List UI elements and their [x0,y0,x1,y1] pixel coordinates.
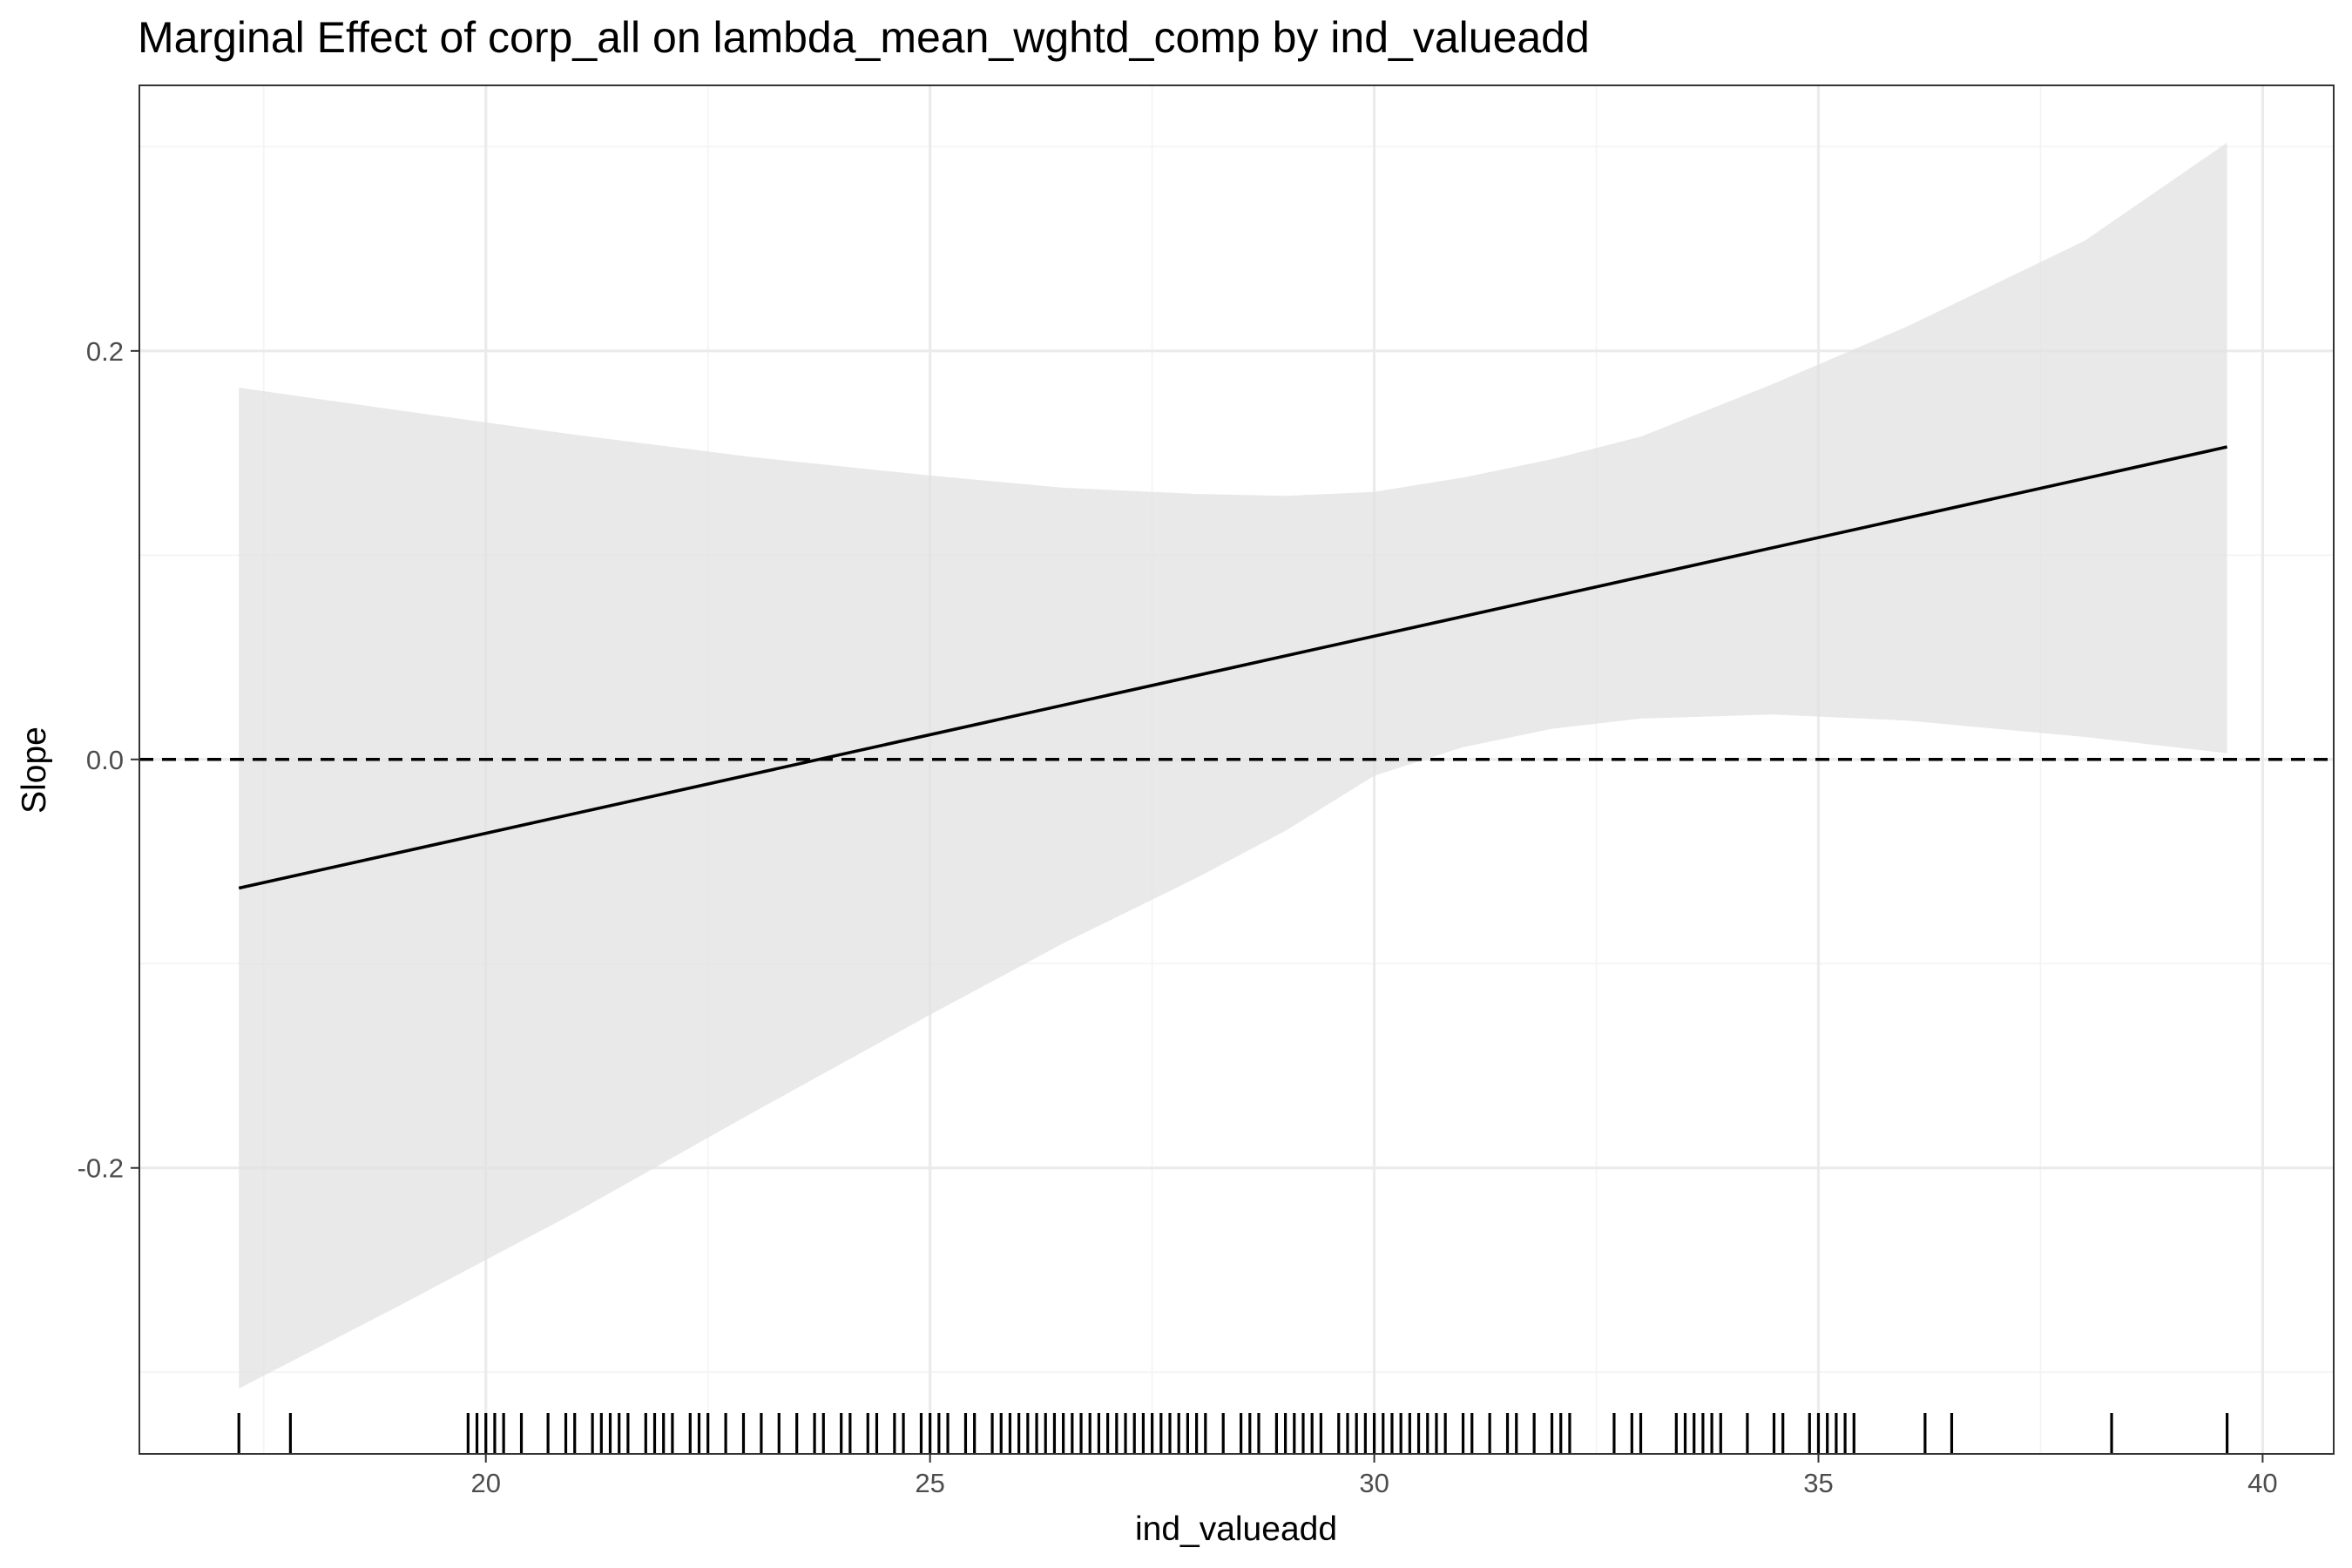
x-tick-label: 20 [470,1468,500,1498]
x-axis-ticks: 20 25 30 35 40 [470,1454,2278,1498]
x-tick-label: 30 [1359,1468,1389,1498]
y-tick-label: 0.2 [86,336,124,367]
panel-border [139,84,2335,1455]
y-tick-label: -0.2 [78,1153,124,1184]
marginal-effect-line [238,445,2228,890]
chart-title: Marginal Effect of corp_all on lambda_me… [138,13,1590,62]
x-tick-label: 40 [2247,1468,2277,1498]
rug-marks [237,1413,2229,1454]
y-axis-ticks: -0.2 0.0 0.2 [78,336,139,1184]
plot-panel [139,84,2335,1455]
confidence-band [239,142,2227,1389]
x-tick-label: 35 [1803,1468,1833,1498]
x-tick-label: 25 [915,1468,944,1498]
y-axis-label: Slope [16,727,53,814]
x-axis-label: ind_valueadd [1135,1511,1337,1548]
y-tick-label: 0.0 [86,745,124,775]
